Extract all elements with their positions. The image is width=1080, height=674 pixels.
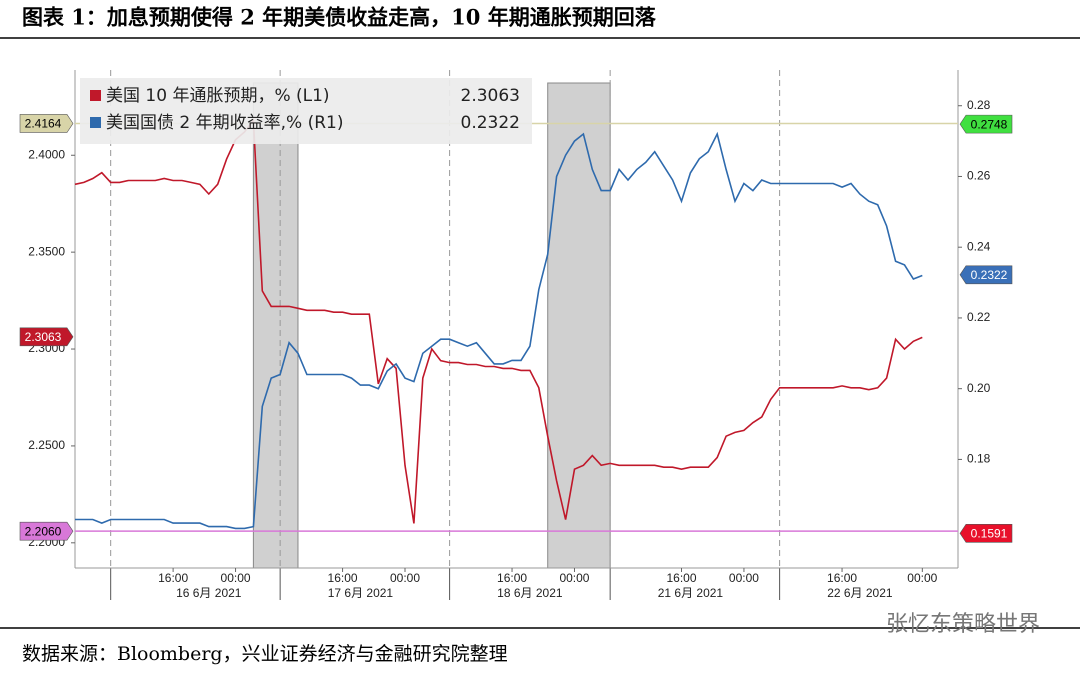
legend-value: 2.3063 bbox=[461, 86, 520, 106]
value-badge bbox=[959, 524, 1013, 543]
value-badge-label: 2.3063 bbox=[25, 330, 62, 344]
y2-tick-label: 0.28 bbox=[967, 98, 991, 112]
series-line bbox=[74, 118, 923, 524]
source: 数据来源：Bloomberg，兴业证券经济与金融研究院整理 bbox=[22, 643, 508, 665]
value-badge-label: 2.4164 bbox=[25, 117, 62, 131]
x-tick-label: 00:00 bbox=[390, 571, 420, 585]
date-label: 17 6月 2021 bbox=[328, 586, 394, 600]
legend-label: 美国 10 年通胀预期，% (L1) bbox=[106, 86, 330, 106]
y-tick-label: 2.4000 bbox=[28, 147, 65, 161]
y2-tick-label: 0.26 bbox=[967, 169, 991, 183]
date-label: 16 6月 2021 bbox=[176, 586, 242, 600]
watermark: 张忆东策略世界 bbox=[886, 611, 1040, 636]
value-badge-label: 0.1591 bbox=[971, 527, 1008, 541]
legend-value: 0.2322 bbox=[461, 113, 520, 133]
date-label: 22 6月 2021 bbox=[827, 586, 893, 600]
date-label: 18 6月 2021 bbox=[497, 586, 563, 600]
legend-swatch bbox=[90, 117, 101, 128]
y2-tick-label: 0.24 bbox=[967, 239, 991, 253]
x-tick-label: 16:00 bbox=[158, 571, 188, 585]
y2-tick-label: 0.20 bbox=[967, 381, 991, 395]
series-line bbox=[75, 131, 923, 530]
legend-box bbox=[80, 78, 532, 144]
value-badge bbox=[19, 114, 74, 133]
legend-swatch bbox=[90, 90, 101, 101]
x-tick-label: 00:00 bbox=[907, 571, 937, 585]
x-tick-label: 16:00 bbox=[497, 571, 527, 585]
x-tick-label: 16:00 bbox=[666, 571, 696, 585]
value-badge bbox=[19, 521, 74, 541]
value-badge bbox=[959, 265, 1013, 285]
y2-tick-label: 0.22 bbox=[967, 310, 991, 324]
value-badge-label: 2.2060 bbox=[25, 524, 62, 538]
y2-tick-label: 0.18 bbox=[967, 452, 991, 466]
value-badge bbox=[19, 327, 74, 347]
x-tick-label: 00:00 bbox=[729, 571, 759, 585]
x-tick-label: 16:00 bbox=[328, 571, 358, 585]
shaded-range bbox=[252, 82, 299, 569]
value-badge-label: 0.2322 bbox=[971, 268, 1008, 282]
x-tick-label: 00:00 bbox=[221, 571, 251, 585]
shaded-range bbox=[547, 82, 611, 569]
y-tick-label: 2.2500 bbox=[28, 438, 65, 452]
value-badge bbox=[959, 114, 1013, 134]
value-badge-label: 0.2748 bbox=[971, 117, 1008, 131]
x-tick-label: 16:00 bbox=[827, 571, 857, 585]
x-tick-label: 00:00 bbox=[559, 571, 589, 585]
date-label: 21 6月 2021 bbox=[658, 586, 724, 600]
legend-label: 美国国债 2 年期收益率,% (R1) bbox=[106, 113, 343, 133]
chart-title: 图表 1：加息预期使得 2 年期美债收益走高，10 年期通胀预期回落 bbox=[22, 5, 657, 30]
y-tick-label: 2.3500 bbox=[28, 244, 65, 258]
